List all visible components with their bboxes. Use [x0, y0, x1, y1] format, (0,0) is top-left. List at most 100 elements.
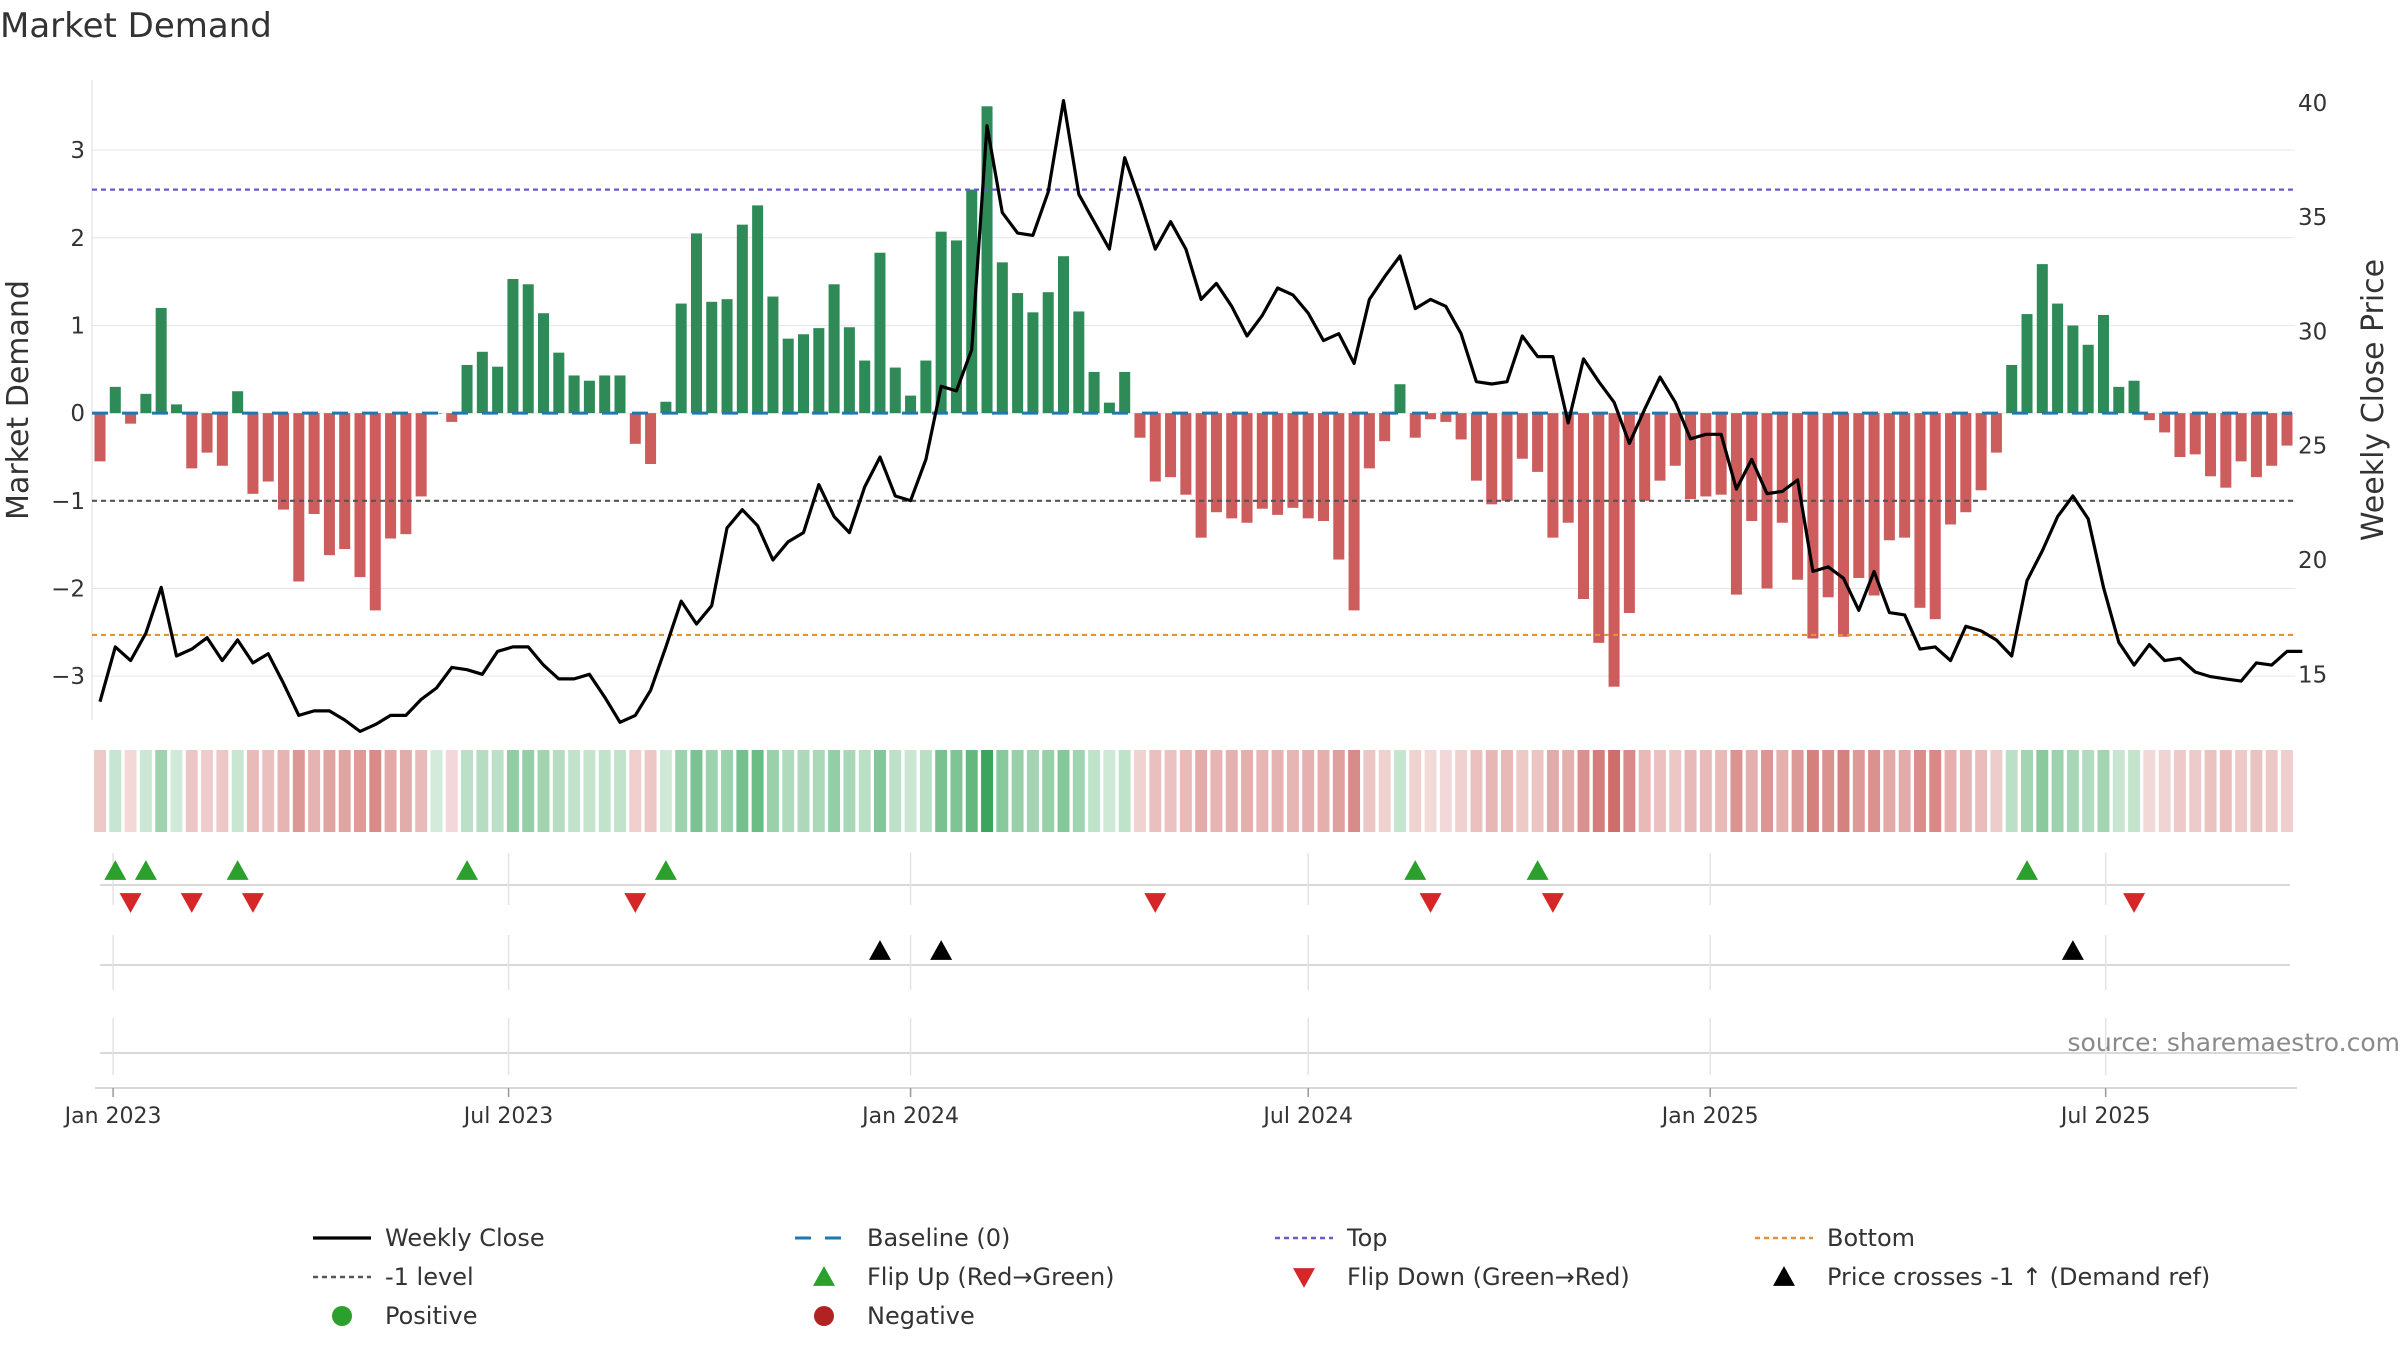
legend-circle-swatch: [814, 1306, 834, 1326]
heat-cell: [1272, 750, 1284, 832]
heat-cell: [232, 750, 244, 832]
heat-cell: [966, 750, 978, 832]
heat-cell: [706, 750, 718, 832]
legend-label: Negative: [867, 1302, 975, 1330]
demand-bar: [2190, 413, 2201, 454]
heat-cell: [981, 750, 993, 832]
flip-down-marker: [181, 893, 203, 913]
demand-bar: [722, 299, 733, 413]
demand-bar: [2236, 413, 2247, 461]
heat-cell: [1853, 750, 1865, 832]
demand-bar: [1410, 413, 1421, 438]
demand-bar: [752, 205, 763, 413]
heat-cell: [247, 750, 259, 832]
flip-down-marker: [2123, 893, 2145, 913]
heat-cell: [1287, 750, 1299, 832]
flip-up-marker: [2016, 860, 2038, 880]
demand-bar: [1731, 413, 1742, 594]
heat-cell: [1883, 750, 1895, 832]
demand-bar: [1578, 413, 1589, 599]
demand-bar: [1609, 413, 1620, 687]
legend-label: Bottom: [1827, 1224, 1915, 1252]
grid-layer: [92, 80, 2295, 720]
x-tick-label: Jan 2023: [63, 1104, 162, 1129]
demand-bar: [462, 365, 473, 413]
heat-cell: [1379, 750, 1391, 832]
heat-cell: [1746, 750, 1758, 832]
reference-levels: [92, 190, 2295, 635]
flip-up-marker: [1527, 860, 1549, 880]
demand-bar: [1287, 413, 1298, 508]
heat-cell: [507, 750, 519, 832]
heat-cell: [2113, 750, 2125, 832]
heat-cell: [798, 750, 810, 832]
heat-cell: [752, 750, 764, 832]
heat-cell: [2235, 750, 2247, 832]
demand-bar: [94, 413, 105, 461]
heat-cell: [2036, 750, 2048, 832]
heat-cell: [2250, 750, 2262, 832]
y-right-tick-label: 35: [2298, 205, 2327, 231]
heat-cell: [354, 750, 366, 832]
legend-label: -1 level: [385, 1263, 474, 1291]
demand-bar: [1104, 403, 1115, 414]
heat-cell: [1578, 750, 1590, 832]
demand-bar: [354, 413, 365, 577]
heat-cell: [1440, 750, 1452, 832]
flip-up-marker: [655, 860, 677, 880]
legend-item: Baseline (0): [795, 1224, 1010, 1252]
demand-bar: [186, 413, 197, 468]
heat-cell: [1608, 750, 1620, 832]
demand-bar: [247, 413, 258, 494]
demand-bar: [309, 413, 320, 514]
legend-label: Flip Down (Green→Red): [1347, 1263, 1630, 1291]
x-tick-label: Jan 2024: [860, 1104, 959, 1129]
legend-item: Weekly Close: [313, 1224, 545, 1252]
heat-cell: [216, 750, 228, 832]
demand-bar: [2113, 387, 2124, 413]
demand-bar: [2266, 413, 2277, 466]
heat-cell: [813, 750, 825, 832]
heat-cell: [1654, 750, 1666, 832]
legend-triangle-down-swatch: [1293, 1268, 1315, 1288]
demand-bar: [2205, 413, 2216, 476]
heat-cell: [109, 750, 121, 832]
flip-up-marker: [456, 860, 478, 880]
demand-bar: [1884, 413, 1895, 540]
demand-bar: [1517, 413, 1528, 459]
demand-bar: [1226, 413, 1237, 518]
heat-cell: [385, 750, 397, 832]
flip-down-marker: [624, 893, 646, 913]
demand-bar: [1899, 413, 1910, 537]
heat-cell: [1425, 750, 1437, 832]
x-tick-label: Jul 2024: [1261, 1104, 1353, 1129]
y-right-tick-label: 40: [2298, 91, 2327, 117]
heat-cell: [1195, 750, 1207, 832]
demand-bar: [645, 413, 656, 464]
heat-cell: [2006, 750, 2018, 832]
heat-cell: [889, 750, 901, 832]
demand-bar: [2174, 413, 2185, 457]
heat-cell: [950, 750, 962, 832]
demand-bar: [1838, 413, 1849, 637]
heat-cell: [996, 750, 1008, 832]
demand-bar: [140, 394, 151, 413]
demand-bar: [2281, 413, 2292, 445]
demand-bar: [1869, 413, 1880, 595]
heat-cell: [675, 750, 687, 832]
heat-cell: [660, 750, 672, 832]
y-left-tick-label: −1: [51, 489, 85, 515]
legend-item: Flip Up (Red→Green): [813, 1263, 1115, 1291]
heat-cell: [155, 750, 167, 832]
heat-cell: [690, 750, 702, 832]
demand-bar: [1502, 413, 1513, 501]
legend-label: Top: [1346, 1224, 1388, 1252]
legend-item: Price crosses -1 ↑ (Demand ref): [1773, 1263, 2210, 1291]
heat-cell: [1470, 750, 1482, 832]
demand-bar: [400, 413, 411, 534]
demand-bar: [1165, 413, 1176, 477]
heat-cell: [1822, 750, 1834, 832]
heat-cell: [1990, 750, 2002, 832]
demand-bar: [1914, 413, 1925, 608]
heat-cell: [1623, 750, 1635, 832]
